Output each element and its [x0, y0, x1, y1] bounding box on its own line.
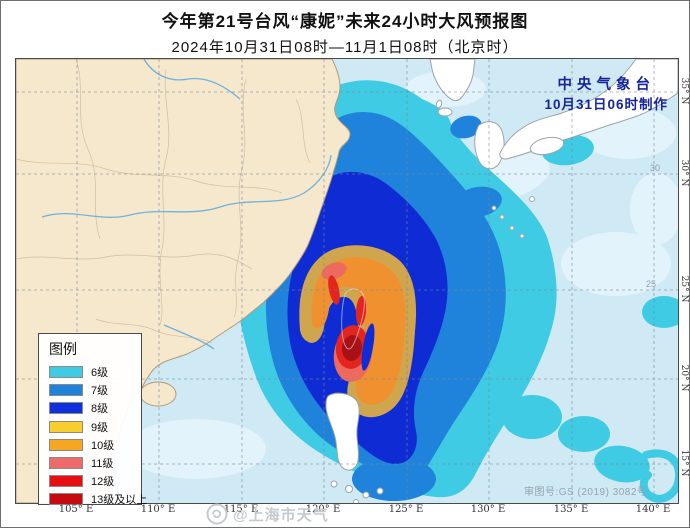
latitude-tick-label: 25° N — [679, 275, 689, 303]
longitude-tick-label: 105° E — [58, 504, 94, 515]
longitude-tick-label: 110° E — [140, 504, 176, 515]
wind-channel — [361, 323, 375, 371]
hainan-island — [139, 381, 177, 407]
kyushu-island — [474, 121, 505, 170]
legend-color-swatch — [49, 402, 83, 415]
honshu-island — [499, 59, 678, 160]
wind-ring-level10 — [311, 257, 406, 405]
latitude-tick-label: 20° N — [679, 364, 689, 392]
philippine-islet — [376, 487, 384, 495]
legend-color-swatch — [49, 366, 83, 379]
philippine-islet — [353, 499, 359, 503]
korea-peninsula — [429, 59, 476, 102]
luzon-island — [325, 392, 360, 471]
legend-color-swatch — [49, 493, 83, 506]
legend-label: 13级及以上 — [91, 494, 148, 507]
wind-core-level13 — [341, 335, 363, 361]
ryukyu-islet — [499, 214, 505, 220]
legend-row: 11级 — [49, 454, 141, 472]
legend-rows: 6级 7级 8级 9级 — [49, 363, 147, 509]
longitude-tick-label: 135° E — [553, 504, 589, 515]
legend-color-swatch — [49, 420, 83, 433]
legend-label: 9级 — [91, 421, 109, 434]
swirl-wind-mark — [639, 449, 678, 503]
legend-row: 7级 — [49, 381, 141, 399]
legend-row: 9级 — [49, 418, 141, 436]
tsushima-island — [435, 99, 443, 109]
longitude-tick-label: 115° E — [223, 504, 259, 515]
longitude-tick-label: 125° E — [388, 504, 424, 515]
watermark-text: @上海市天气 — [233, 506, 329, 524]
legend-label: 6级 — [91, 367, 109, 380]
philippine-islet — [362, 491, 370, 499]
jeju-island — [437, 107, 453, 117]
latitude-tick-label: 35° N — [679, 77, 689, 105]
issue-time: 10月31日06时制作 — [544, 96, 668, 112]
agency-block: 中央气象台 10月31日06时制作 — [544, 76, 668, 114]
legend: 图例 6级 7级 8级 — [38, 333, 147, 506]
map-canvas: 30 25 — [16, 59, 678, 503]
agency-name: 中央气象台 — [557, 77, 655, 93]
legend-color-swatch — [49, 457, 83, 470]
philippine-islet — [330, 480, 338, 488]
legend-color-swatch — [49, 438, 83, 451]
ryukyu-islet — [529, 196, 535, 202]
longitude-axis: 105° E 110° E 115° E 120° E 125° E 130° … — [1, 504, 689, 518]
title-block: 今年第21号台风“康妮”未来24小时大风预报图 2024年10月31日08时—1… — [1, 7, 689, 57]
legend-label: 12级 — [91, 476, 115, 489]
map-approval-number: 审图号:GS (2019) 3082号 — [524, 487, 648, 498]
ryukyu-islet — [519, 233, 525, 239]
longitude-tick-label: 120° E — [305, 504, 341, 515]
page-title: 今年第21号台风“康妮”未来24小时大风预报图 — [161, 12, 529, 31]
philippine-islet — [345, 485, 353, 493]
ryukyu-islet — [509, 225, 515, 231]
legend-row: 8级 — [49, 399, 141, 417]
longitude-tick-label: 130° E — [470, 504, 506, 515]
ryukyu-islet — [491, 205, 497, 211]
rivers — [41, 59, 332, 350]
forecast-map: 30 25 中央气象台 10月31日06时制作 审图号:GS (2019) 30… — [15, 58, 679, 506]
taiwan-outline — [341, 288, 365, 350]
grid-inner-label: 30 — [650, 163, 660, 173]
legend-label: 10级 — [91, 439, 115, 452]
legend-row: 10级 — [49, 436, 141, 454]
legend-title: 图例 — [49, 341, 77, 357]
foreign-land — [325, 59, 678, 503]
graticule — [16, 59, 678, 503]
legend-label: 7级 — [91, 385, 109, 398]
latitude-tick-label: 15° N — [679, 449, 689, 477]
page-subtitle: 2024年10月31日08时—11月1日08时（北京时） — [171, 39, 519, 56]
legend-color-swatch — [49, 384, 83, 397]
legend-row: 12级 — [49, 472, 141, 490]
watermark: @上海市天气 — [206, 503, 329, 525]
latitude-tick-label: 30° N — [679, 159, 689, 187]
shikoku-island — [529, 136, 565, 156]
legend-row: 13级及以上 — [49, 490, 147, 508]
legend-label: 11级 — [91, 458, 114, 471]
watermark-logo-icon — [206, 503, 228, 525]
legend-color-swatch — [49, 475, 83, 488]
legend-label: 8级 — [91, 403, 109, 416]
longitude-tick-label: 140° E — [635, 504, 671, 515]
legend-row: 6级 — [49, 363, 141, 381]
grid-inner-label: 25 — [646, 279, 656, 289]
